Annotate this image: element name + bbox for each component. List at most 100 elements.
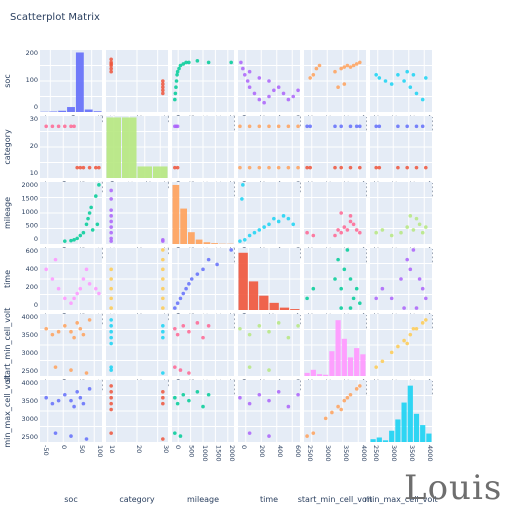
histogram-bar: [402, 403, 407, 442]
histogram-bar: [107, 117, 122, 178]
y-tick-label: 1500: [21, 195, 38, 203]
scatter-point: [402, 339, 406, 343]
scatter-point: [243, 73, 247, 77]
histogram-bar: [239, 253, 248, 310]
scatter-point: [339, 67, 343, 71]
x-tick-label: 4000: [360, 445, 368, 462]
y-tick-label: 200: [26, 49, 38, 57]
histogram-bar: [348, 357, 353, 376]
x-tick-label: 2500: [372, 445, 380, 462]
histogram-bar: [76, 52, 84, 112]
scatter-point: [161, 306, 165, 310]
y-tick-label: 2500: [21, 433, 38, 441]
scatter-point: [424, 318, 428, 322]
scatter-point: [267, 222, 271, 226]
scatter-point: [312, 234, 316, 238]
scatter-point: [330, 411, 334, 415]
x-tick-label: 500: [188, 445, 196, 457]
scatter-point: [109, 431, 113, 435]
y-axis-label-start_min_cell_volt: start_min_cell_volt: [3, 308, 12, 382]
scatter-point: [240, 197, 244, 201]
scatter-point: [262, 101, 266, 105]
scatter-point: [109, 287, 113, 291]
scatter-point: [352, 222, 356, 226]
scatter-point: [378, 76, 382, 80]
scatter-point: [272, 89, 276, 93]
scatter-point: [173, 98, 177, 102]
scatter-point: [358, 231, 362, 235]
scatter-point: [75, 237, 79, 241]
scatter-point: [97, 166, 101, 170]
scatter-point: [277, 125, 281, 129]
y-axis-label-category: category: [3, 129, 12, 165]
scatter-point: [267, 399, 271, 403]
histogram-bar: [377, 437, 382, 442]
scatter-point: [72, 297, 76, 301]
scatter-point: [258, 125, 262, 129]
scatter-point: [305, 125, 309, 129]
scatter-point: [402, 306, 406, 310]
scatter-point: [396, 166, 400, 170]
scatter-point: [63, 393, 67, 397]
scatter-point: [75, 321, 79, 325]
scatter-point: [174, 85, 178, 89]
scatter-point: [44, 268, 48, 272]
scatter-point: [308, 76, 312, 80]
scatter-point: [72, 125, 76, 129]
scatter-point: [415, 92, 419, 96]
scatter-point: [291, 95, 295, 99]
scatter-point: [374, 297, 378, 301]
scatter-point: [109, 189, 113, 193]
scatter-point: [305, 297, 309, 301]
scatter-point: [161, 89, 165, 93]
scatter-point: [396, 73, 400, 77]
scatter-point: [72, 238, 76, 242]
scatter-point: [346, 248, 350, 252]
scatter-point: [161, 82, 165, 86]
scatter-point: [75, 292, 79, 296]
scatter-point: [381, 287, 385, 291]
scatter-point: [109, 318, 113, 322]
scatter-point: [343, 399, 347, 403]
scatter-point: [296, 89, 300, 93]
scatter-point: [82, 166, 86, 170]
histogram-bar: [67, 107, 75, 112]
scatter-point: [390, 351, 394, 355]
scatter-point: [63, 297, 67, 301]
histogram-bar: [395, 419, 400, 442]
x-tick-label: 0: [60, 445, 68, 449]
scatter-point: [308, 125, 312, 129]
scatter-point: [418, 222, 422, 226]
scatter-point: [176, 301, 180, 305]
scatter-point: [287, 405, 291, 409]
scatter-point: [79, 327, 83, 331]
scatter-point: [187, 399, 191, 403]
scatter-point: [381, 359, 385, 363]
histogram-bar: [180, 209, 187, 244]
scatter-point: [69, 368, 73, 372]
histogram-bar: [414, 414, 419, 442]
x-tick-label: 1500: [215, 445, 223, 462]
scatter-point: [287, 217, 291, 221]
scatter-point: [161, 437, 165, 441]
x-axis-label-mileage: mileage: [187, 495, 219, 504]
scatter-point: [91, 228, 95, 232]
scatter-point: [409, 85, 413, 89]
scatter-point: [358, 301, 362, 305]
scatter-point: [349, 125, 353, 129]
scatter-point: [82, 231, 86, 235]
scatter-point: [82, 333, 86, 337]
scatter-point: [161, 79, 165, 83]
scatter-point: [374, 231, 378, 235]
scatter-point: [187, 330, 191, 334]
scatter-point: [57, 330, 61, 334]
histogram-bar: [138, 166, 153, 178]
scatter-point: [349, 306, 353, 310]
panel-r5-c3: 0200400600: [238, 380, 302, 457]
scatter-point: [258, 228, 262, 232]
histogram-bar: [336, 320, 341, 376]
scatter-point: [88, 387, 92, 391]
scatter-point: [109, 297, 113, 301]
scatter-point: [239, 61, 243, 65]
